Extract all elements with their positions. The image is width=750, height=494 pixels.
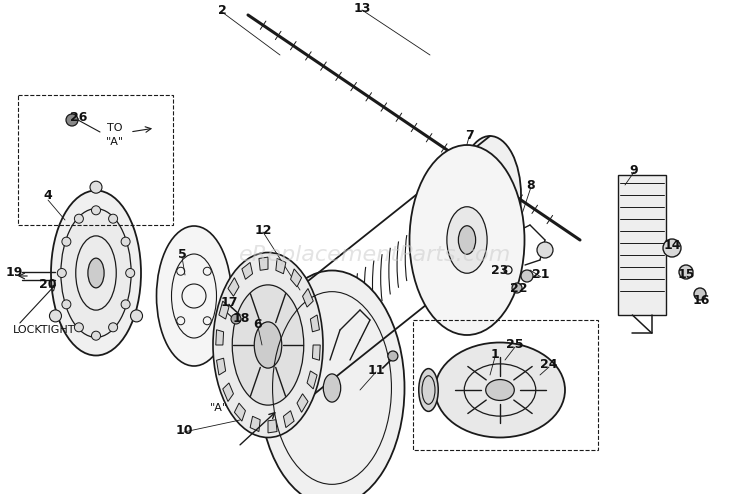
Polygon shape [302,288,313,307]
Ellipse shape [232,285,304,405]
Text: 17: 17 [220,295,238,308]
Text: 21: 21 [532,269,550,282]
Circle shape [126,269,135,278]
Circle shape [679,265,693,279]
Ellipse shape [323,374,340,402]
Ellipse shape [157,226,232,366]
Polygon shape [284,411,294,428]
Circle shape [74,323,83,332]
Ellipse shape [260,271,404,494]
Text: 4: 4 [44,189,52,202]
Circle shape [92,206,100,215]
Circle shape [388,351,398,361]
Circle shape [121,237,130,246]
FancyBboxPatch shape [618,175,666,315]
Circle shape [521,270,533,282]
Ellipse shape [88,258,104,288]
Text: 19: 19 [5,265,22,279]
Text: 16: 16 [692,293,709,306]
Ellipse shape [410,145,524,335]
Circle shape [109,323,118,332]
Text: 18: 18 [232,312,250,325]
Circle shape [92,331,100,340]
Circle shape [90,181,102,193]
Text: 25: 25 [506,338,524,352]
Ellipse shape [459,136,521,254]
Polygon shape [223,383,233,402]
Ellipse shape [419,369,438,412]
Polygon shape [290,269,302,287]
Circle shape [663,239,681,257]
Ellipse shape [254,322,282,368]
Polygon shape [251,416,260,432]
Text: 14: 14 [663,239,681,251]
Polygon shape [242,262,253,279]
Text: 5: 5 [178,248,186,261]
Ellipse shape [486,379,514,401]
Text: 26: 26 [70,111,88,124]
Text: 8: 8 [526,178,536,192]
Text: TO: TO [107,123,123,133]
Ellipse shape [447,207,488,273]
Ellipse shape [458,226,476,254]
Ellipse shape [277,281,339,399]
Polygon shape [259,257,268,270]
Circle shape [62,237,71,246]
Polygon shape [228,278,239,296]
Polygon shape [276,258,286,274]
Text: 6: 6 [254,319,262,331]
Ellipse shape [213,252,323,438]
Text: 10: 10 [176,423,193,437]
Text: 22: 22 [510,282,528,294]
Circle shape [74,214,83,223]
Polygon shape [313,345,320,360]
Circle shape [130,310,142,322]
Polygon shape [307,371,317,389]
Text: 13: 13 [353,1,370,14]
Ellipse shape [61,208,131,337]
Text: eReplacementParts.com: eReplacementParts.com [238,245,512,265]
Polygon shape [235,403,245,421]
Circle shape [109,214,118,223]
Text: 15: 15 [677,269,694,282]
Text: 7: 7 [464,128,473,141]
Text: 23: 23 [491,263,508,277]
Polygon shape [310,315,320,332]
Text: "A": "A" [210,403,228,413]
Text: 2: 2 [217,3,226,16]
Circle shape [512,283,522,293]
Polygon shape [297,394,308,412]
Circle shape [66,114,78,126]
Circle shape [121,300,130,309]
Polygon shape [217,358,226,375]
Text: 1: 1 [490,348,500,362]
Polygon shape [219,301,229,319]
Text: 9: 9 [630,164,638,176]
Text: 11: 11 [368,364,385,376]
Ellipse shape [435,342,565,438]
Polygon shape [216,329,223,345]
Ellipse shape [51,191,141,356]
Circle shape [50,310,62,322]
Text: LOCKTIGHT: LOCKTIGHT [13,325,75,335]
Text: 20: 20 [39,279,57,291]
Text: 12: 12 [254,223,272,237]
Circle shape [694,288,706,300]
Circle shape [57,269,66,278]
Polygon shape [268,420,277,433]
Circle shape [537,242,553,258]
Text: 24: 24 [540,359,558,371]
Circle shape [62,300,71,309]
Circle shape [231,314,241,324]
Text: "A": "A" [106,137,124,147]
